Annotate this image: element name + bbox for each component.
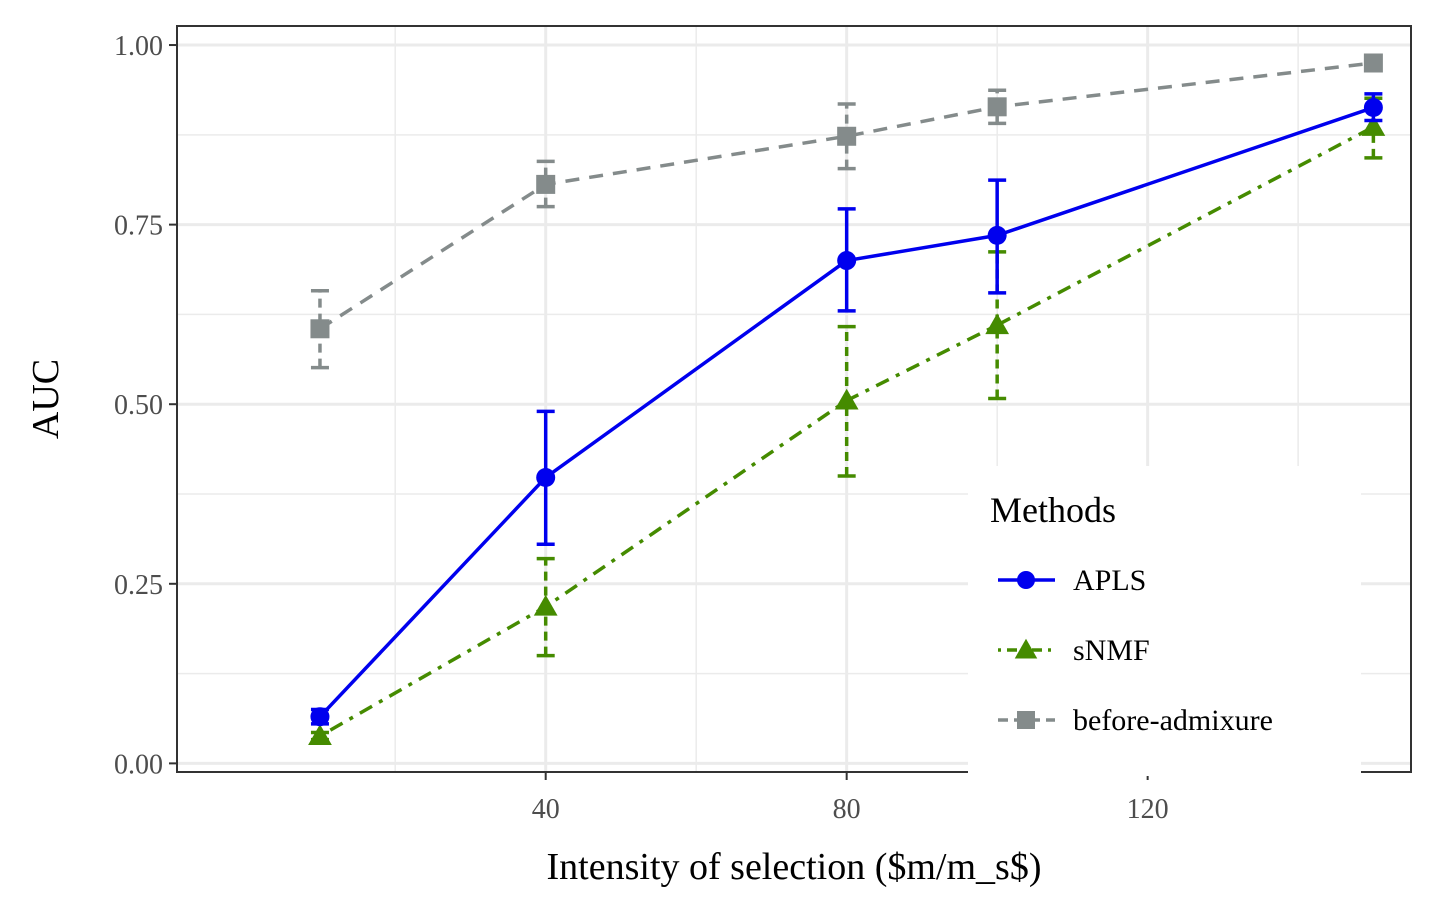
legend-title: Methods — [990, 490, 1116, 530]
y-tick-label: 0.00 — [114, 749, 163, 780]
legend-item-before-admixure: before-admixure — [998, 704, 1273, 737]
data-point-apls — [987, 225, 1007, 245]
errorbar-snmf — [837, 324, 856, 478]
legend-item-apls: APLS — [998, 564, 1146, 597]
legend-items: APLS sNMF before-admixure — [998, 564, 1273, 737]
data-point-snmf — [1361, 115, 1386, 136]
y-tick-label: 0.25 — [114, 570, 163, 601]
legend: Methods APLS sNMF before-admixure — [968, 466, 1361, 776]
x-tick-label: 40 — [532, 794, 560, 825]
x-tick-labels: 40 80 120 — [532, 794, 1169, 825]
data-point-before-admixure — [536, 174, 556, 194]
data-point-apls — [536, 467, 556, 487]
data-point-before-admixure — [987, 97, 1007, 117]
series-before-admixure — [310, 53, 1383, 370]
y-tick-label: 1.00 — [114, 31, 163, 62]
legend-label-apls: APLS — [1073, 564, 1146, 597]
legend-label-before-admixure: before-admixure — [1073, 704, 1273, 737]
series-apls — [310, 92, 1383, 727]
data-point-snmf — [308, 724, 332, 745]
series-line-before-admixure — [319, 61, 1374, 331]
x-tick-label: 120 — [1127, 794, 1169, 825]
y-tick-label: 0.75 — [114, 211, 163, 242]
data-point-snmf — [533, 594, 558, 616]
x-tick-label: 80 — [833, 794, 861, 825]
data-point-snmf — [985, 313, 1010, 335]
series-layer — [308, 53, 1386, 745]
legend-item-snmf: sNMF — [998, 634, 1150, 667]
data-point-apls — [1363, 98, 1383, 118]
y-tick-labels: 0.00 0.25 0.50 0.75 1.00 — [114, 31, 163, 780]
legend-label-snmf: sNMF — [1073, 634, 1150, 667]
y-tick-label: 0.50 — [114, 390, 163, 421]
data-point-before-admixure — [1363, 53, 1383, 73]
data-point-before-admixure — [837, 126, 857, 146]
data-point-snmf — [834, 388, 859, 410]
data-point-apls — [310, 707, 330, 727]
x-axis-title: Intensity of selection ($m/m_s$) — [547, 846, 1042, 888]
legend-marker-snmf — [1014, 638, 1038, 659]
legend-marker-before-admixure — [1017, 711, 1035, 729]
legend-marker-apls — [1017, 571, 1035, 589]
y-axis-title: AUC — [25, 359, 67, 439]
plot-panel-border — [176, 25, 1412, 773]
data-point-apls — [837, 251, 857, 271]
data-point-before-admixure — [310, 319, 330, 339]
